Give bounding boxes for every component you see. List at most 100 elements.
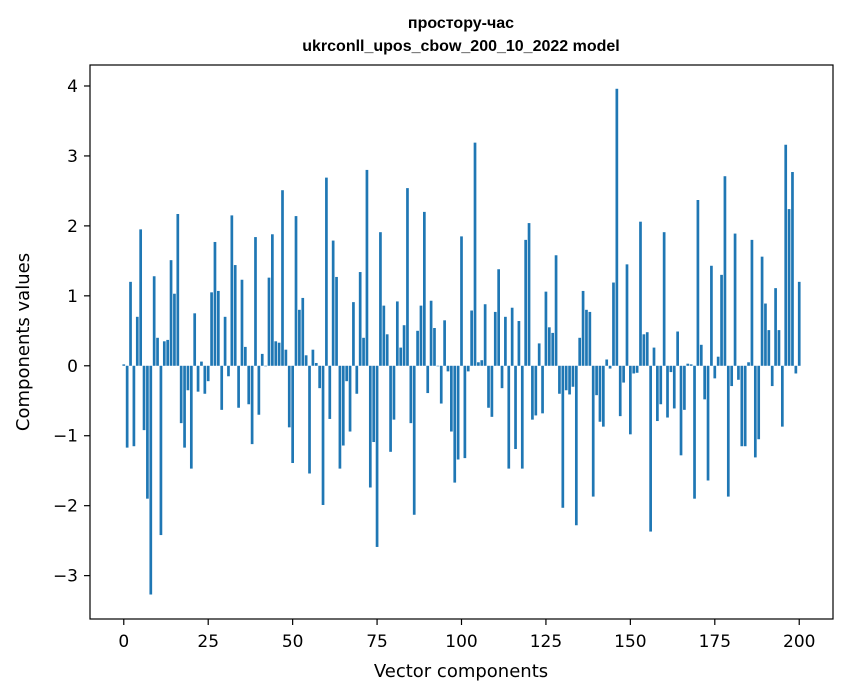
bar [162,341,166,366]
bar [301,297,305,366]
bar [750,239,754,366]
bar [716,356,720,366]
bar [504,316,507,366]
bar [696,200,700,366]
bar [291,365,294,464]
bar [149,365,153,595]
bar [733,233,737,366]
bar [331,240,335,366]
bar [436,365,440,367]
bar [730,365,734,387]
bar [629,365,632,435]
bar [328,365,332,419]
bar [466,365,470,372]
chart-title: простору-час [408,15,514,32]
bar [193,313,197,366]
bar [726,365,730,497]
y-axis-title: Components values [13,253,34,431]
bar [385,334,389,366]
bar [146,365,149,499]
bar [656,365,659,422]
plot-frame [89,64,834,620]
y-tick-label: 4 [67,77,78,97]
bar [308,365,311,474]
bar [294,216,298,366]
bar [615,88,619,366]
bar [284,349,288,366]
bar [757,365,761,440]
bar [220,365,224,410]
bar [189,365,193,469]
bar [507,365,511,469]
bar [581,290,585,366]
bar [348,365,352,432]
bar [173,293,176,366]
bar [450,365,453,432]
x-axis-ticks: 0 25 50 75 100 125 150 175 200 [118,619,815,652]
bars-group [122,88,801,595]
bar [764,303,767,366]
bar [311,349,315,366]
bar [483,304,487,366]
bar [402,325,406,366]
bar [395,301,399,366]
bar [433,328,436,366]
bar [318,365,321,389]
bar [662,232,666,366]
y-tick-label: 2 [67,217,78,237]
bar [176,213,180,366]
bar [689,364,693,366]
bar [203,365,207,394]
bar [156,337,159,366]
bar [669,365,673,373]
bar [574,365,578,526]
bar [135,316,139,366]
bar [122,364,126,366]
bar [558,365,561,394]
bar [365,169,369,366]
bar [571,365,575,387]
bar [463,365,467,459]
bar [544,291,548,366]
bar [210,292,213,366]
bar [338,365,342,469]
bar [152,276,156,366]
bar [244,346,247,366]
bar [257,365,261,415]
y-axis-ticks: −3 −2 −1 0 1 2 3 4 [53,77,90,587]
bar [527,223,531,366]
bar [720,274,723,366]
bar [429,300,433,366]
bar [240,279,244,366]
bar [389,365,392,452]
bar [784,144,788,366]
bar [608,365,612,369]
bar [419,305,423,366]
bar [747,362,750,366]
bar [598,365,602,422]
bar [304,355,308,366]
bar [379,232,382,366]
bar [426,365,430,394]
y-tick-label: −2 [53,497,78,517]
bar [237,365,240,408]
bar [453,365,457,483]
bar [368,365,372,488]
bar [666,365,669,418]
bar [618,365,622,417]
bar [477,362,480,366]
x-tick-label: 175 [699,632,731,652]
bar [314,362,318,366]
bar [230,215,234,366]
bar [547,327,551,366]
bar [595,365,598,396]
bar [622,365,625,383]
bar [216,290,220,366]
bar [500,365,504,389]
bar [352,302,355,366]
bar [753,365,757,458]
bar [706,365,710,481]
bar [713,365,717,379]
bar [139,229,143,366]
bar [399,347,403,366]
